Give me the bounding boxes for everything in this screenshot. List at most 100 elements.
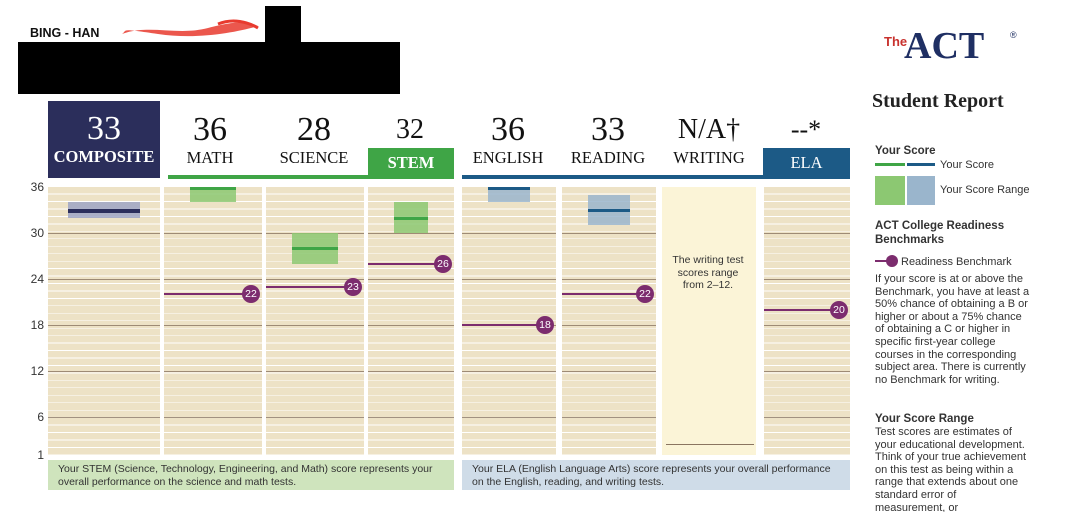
gridline <box>266 370 364 372</box>
gridline <box>562 370 656 372</box>
gridline <box>368 416 454 418</box>
gridline <box>266 324 364 326</box>
writing-score-header: N/A† WRITING <box>673 114 745 167</box>
benchmark-line <box>562 293 644 296</box>
legend-your-score-heading: Your Score <box>875 145 936 157</box>
gridline <box>164 278 262 280</box>
benchmark-dot: 22 <box>636 285 654 304</box>
redaction-bar <box>18 42 400 94</box>
gridline <box>48 232 160 234</box>
benchmark-dot: 20 <box>830 300 848 319</box>
gridline <box>764 232 850 234</box>
benchmark-line <box>266 285 352 288</box>
stem-footer-note: Your STEM (Science, Technology, Engineer… <box>48 460 454 490</box>
gridline <box>562 278 656 280</box>
science-score-header: 28 SCIENCE <box>279 111 349 168</box>
math-score-header: 36 MATH <box>186 111 234 168</box>
chart-column-reading <box>562 187 656 455</box>
gridline <box>462 370 556 372</box>
gridline <box>266 416 364 418</box>
benchmarks-heading: ACT College Readiness Benchmarks <box>875 220 1005 246</box>
ela-badge: ELA <box>763 148 850 178</box>
chart-column-science <box>266 187 364 455</box>
gridline <box>368 278 454 280</box>
stem-badge: STEM <box>368 148 454 178</box>
y-tick-label: 6 <box>37 409 44 424</box>
gridline <box>764 324 850 326</box>
gridline <box>164 416 262 418</box>
y-tick-label: 18 <box>30 317 44 332</box>
composite-score-header: 33 COMPOSITE <box>48 101 160 178</box>
gridline <box>368 324 454 326</box>
gridline <box>164 324 262 326</box>
report-title: Student Report <box>872 90 1004 112</box>
benchmark-line <box>368 262 442 265</box>
gridline <box>164 232 262 234</box>
gridline <box>562 232 656 234</box>
composite-score: 33 <box>87 110 121 147</box>
benchmark-line <box>164 293 250 296</box>
legend-score-line-blue <box>907 163 935 166</box>
redaction-bar-top <box>265 6 301 42</box>
benchmark-line <box>462 323 544 326</box>
benchmark-description: If your score is at or above the Benchma… <box>875 273 1030 386</box>
legend-range-blue <box>907 176 935 205</box>
stem-group-line <box>168 175 454 179</box>
score-range-description: Test scores are estimates of your educat… <box>875 426 1027 512</box>
score-mark <box>292 247 338 251</box>
name-redaction-scribble <box>122 19 259 37</box>
composite-label: COMPOSITE <box>53 147 155 166</box>
score-mark <box>190 187 236 190</box>
ela-footer-note: Your ELA (English Language Arts) score r… <box>462 460 850 490</box>
score-range-band <box>488 187 530 203</box>
chart-column-composite <box>48 187 160 455</box>
y-tick-label: 1 <box>37 448 44 462</box>
benchmark-dot: 23 <box>344 277 362 296</box>
legend-benchmark-line <box>875 260 891 262</box>
gridline <box>462 416 556 418</box>
y-tick-label: 24 <box>30 271 44 286</box>
gridline <box>764 278 850 280</box>
chart-column-ela <box>764 187 850 455</box>
gridline <box>48 416 160 418</box>
legend-benchmark-dot <box>886 255 898 267</box>
legend-score-line-green <box>875 163 905 166</box>
gridline <box>48 278 160 280</box>
score-mark <box>488 187 530 190</box>
stem-score-header: 32 <box>396 114 424 145</box>
gridline <box>164 370 262 372</box>
gridline <box>48 370 160 372</box>
ela-group-line <box>462 175 850 179</box>
legend-your-score-range: Your Score Range <box>940 184 1030 196</box>
y-tick-label: 12 <box>30 363 44 378</box>
writing-score-line <box>666 444 754 445</box>
y-tick-label: 30 <box>30 225 44 240</box>
chart-column-stem <box>368 187 454 455</box>
score-mark <box>68 208 140 213</box>
y-tick-label: 36 <box>30 180 44 194</box>
chart-column-writing <box>662 187 756 455</box>
reading-score-header: 33 READING <box>570 111 646 168</box>
ela-score-header: --* <box>790 115 822 144</box>
chart-column-math <box>164 187 262 455</box>
benchmark-dot: 26 <box>434 254 452 273</box>
legend-range-green <box>875 176 905 205</box>
gridline <box>764 370 850 372</box>
benchmark-dot: 22 <box>242 285 260 304</box>
score-mark <box>394 216 428 220</box>
gridline <box>368 232 454 234</box>
writing-note: The writing test scores range from 2–12. <box>672 254 744 291</box>
gridline <box>764 416 850 418</box>
legend-your-score: Your Score <box>940 159 995 171</box>
score-mark <box>588 208 630 212</box>
gridline <box>48 324 160 326</box>
gridline <box>462 232 556 234</box>
benchmark-dot: 18 <box>536 315 554 334</box>
gridline <box>368 370 454 372</box>
legend-readiness-benchmark: Readiness Benchmark <box>901 256 1012 268</box>
student-name: BING - HAN <box>30 26 100 40</box>
gridline <box>562 324 656 326</box>
english-score-header: 36 ENGLISH <box>472 111 544 168</box>
score-range-band <box>190 187 236 203</box>
score-range-heading: Your Score Range <box>875 413 974 425</box>
